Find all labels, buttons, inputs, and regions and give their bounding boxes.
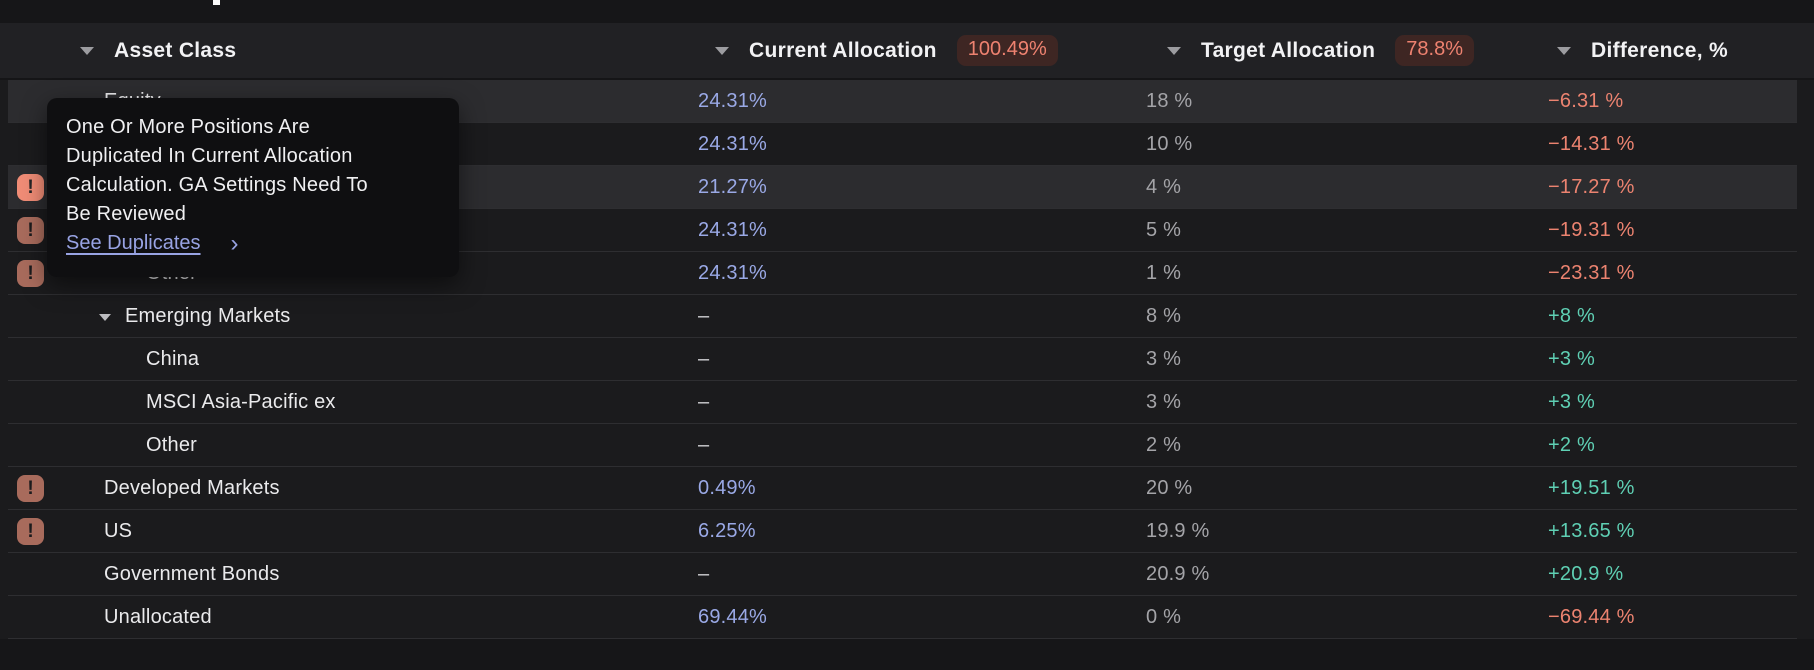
table-row[interactable]: ! US 6.25% 19.9 % +13.65 %: [8, 510, 1797, 553]
column-header-asset-class[interactable]: Asset Class: [80, 23, 236, 78]
sort-caret-icon[interactable]: [1167, 46, 1181, 55]
sort-caret-icon[interactable]: [80, 46, 94, 55]
target-allocation-value: 5 %: [1146, 219, 1182, 241]
sort-caret-icon[interactable]: [1557, 46, 1571, 55]
column-header-current-allocation[interactable]: Current Allocation 100.49%: [715, 23, 1058, 78]
difference-value: −14.31 %: [1548, 133, 1635, 155]
column-label: Current Allocation: [749, 38, 937, 62]
difference-value: +3 %: [1548, 391, 1595, 413]
current-allocation-value: 21.27%: [698, 176, 768, 198]
difference-value: −6.31 %: [1548, 90, 1624, 112]
column-header-difference[interactable]: Difference, %: [1557, 23, 1728, 78]
target-allocation-value: 19.9 %: [1146, 520, 1210, 542]
current-allocation-value: –: [698, 305, 710, 327]
current-allocation-value: 6.25%: [698, 520, 756, 542]
table-row[interactable]: !Other24.31%1 %−23.31 %: [8, 252, 1797, 295]
table-header: Asset Class Current Allocation 100.49% T…: [0, 23, 1814, 80]
warning-icon[interactable]: !: [17, 260, 44, 287]
total-current-allocation-badge: 100.49%: [956, 35, 1058, 66]
table-row[interactable]: MSCI Asia-Pacific ex – 3 % +3 %: [8, 381, 1797, 424]
target-allocation-value: 8 %: [1146, 305, 1182, 327]
target-allocation-value: 20.9 %: [1146, 563, 1210, 585]
difference-value: −17.27 %: [1548, 176, 1635, 198]
difference-value: +13.65 %: [1548, 520, 1635, 542]
difference-value: +19.51 %: [1548, 477, 1635, 499]
asset-class-label: China: [146, 348, 200, 370]
current-allocation-value: 0.49%: [698, 477, 756, 499]
sort-caret-icon[interactable]: [715, 46, 729, 55]
column-label: Difference, %: [1591, 38, 1728, 62]
target-allocation-value: 2 %: [1146, 434, 1182, 456]
asset-class-label: Emerging Markets: [125, 305, 291, 327]
difference-value: −69.44 %: [1548, 606, 1635, 628]
current-allocation-value: 24.31%: [698, 90, 768, 112]
current-allocation-value: –: [698, 563, 710, 585]
warning-icon[interactable]: !: [17, 217, 44, 244]
asset-class-label: Other: [146, 434, 198, 456]
target-allocation-value: 20 %: [1146, 477, 1193, 499]
column-label: Target Allocation: [1201, 38, 1376, 62]
difference-value: −19.31 %: [1548, 219, 1635, 241]
collapse-caret-icon[interactable]: [99, 314, 111, 321]
tooltip-text-line: Duplicated In Current Allocation: [66, 145, 353, 167]
current-allocation-value: –: [698, 348, 710, 370]
table-row[interactable]: Government Bonds – 20.9 % +20.9 %: [8, 553, 1797, 596]
current-allocation-value: 69.44%: [698, 606, 768, 628]
current-allocation-value: 24.31%: [698, 262, 768, 284]
column-header-target-allocation[interactable]: Target Allocation 78.8%: [1167, 23, 1474, 78]
asset-class-label: MSCI Asia-Pacific ex: [146, 391, 336, 413]
difference-value: +2 %: [1548, 434, 1595, 456]
current-allocation-value: 24.31%: [698, 133, 768, 155]
difference-value: +3 %: [1548, 348, 1595, 370]
asset-class-label: Developed Markets: [104, 477, 280, 499]
current-allocation-value: –: [698, 434, 710, 456]
asset-class-label: Government Bonds: [104, 563, 280, 585]
table-row[interactable]: China – 3 % +3 %: [8, 338, 1797, 381]
current-allocation-value: –: [698, 391, 710, 413]
target-allocation-value: 3 %: [1146, 391, 1182, 413]
current-allocation-value: 24.31%: [698, 219, 768, 241]
asset-class-label: Unallocated: [104, 606, 212, 628]
table-row[interactable]: 24.31% 10 % −14.31 %: [8, 123, 1797, 166]
difference-value: −23.31 %: [1548, 262, 1635, 284]
warning-icon[interactable]: !: [17, 475, 44, 502]
cropped-title-fragment: [213, 0, 220, 5]
table-row[interactable]: ! Developed Markets 0.49% 20 % +19.51 %: [8, 467, 1797, 510]
column-label: Asset Class: [114, 38, 237, 62]
tooltip-link-row: See Duplicates ›: [66, 229, 441, 258]
table-row[interactable]: ! 24.31% 5 % −19.31 %: [8, 209, 1797, 252]
duplicates-tooltip: One Or More Positions Are Duplicated In C…: [47, 98, 459, 277]
chevron-right-icon[interactable]: ›: [230, 229, 239, 257]
difference-value: +20.9 %: [1548, 563, 1624, 585]
target-allocation-value: 1 %: [1146, 262, 1182, 284]
tooltip-text-line: Be Reviewed: [66, 203, 187, 225]
warning-icon[interactable]: !: [17, 174, 44, 201]
target-allocation-value: 0 %: [1146, 606, 1182, 628]
asset-class-label: US: [104, 520, 133, 542]
tooltip-text-line: Calculation. GA Settings Need To: [66, 174, 368, 196]
table-row[interactable]: Other – 2 % +2 %: [8, 424, 1797, 467]
tooltip-text-line: One Or More Positions Are: [66, 116, 310, 138]
target-allocation-value: 10 %: [1146, 133, 1193, 155]
target-allocation-value: 4 %: [1146, 176, 1182, 198]
tooltip-lines: One Or More Positions Are Duplicated In C…: [66, 113, 441, 229]
table-row[interactable]: Emerging Markets – 8 % +8 %: [8, 295, 1797, 338]
total-target-allocation-badge: 78.8%: [1395, 35, 1474, 66]
warning-icon[interactable]: !: [17, 518, 44, 545]
target-allocation-value: 18 %: [1146, 90, 1193, 112]
difference-value: +8 %: [1548, 305, 1595, 327]
see-duplicates-link[interactable]: See Duplicates: [66, 232, 201, 254]
target-allocation-value: 3 %: [1146, 348, 1182, 370]
table-row[interactable]: Unallocated 69.44% 0 % −69.44 %: [8, 596, 1797, 639]
